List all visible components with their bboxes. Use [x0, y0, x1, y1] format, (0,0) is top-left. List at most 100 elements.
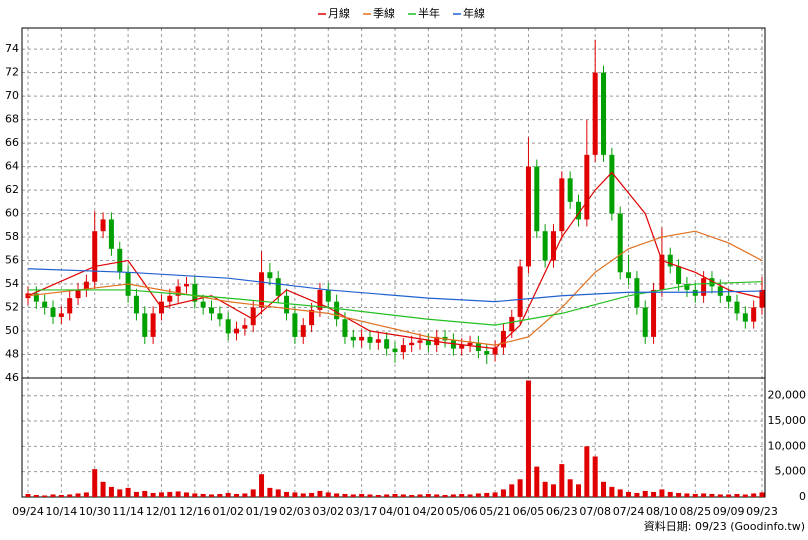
volume-bar	[517, 479, 523, 497]
candle-body	[284, 295, 290, 314]
legend-label: 季線	[373, 6, 395, 20]
x-tick-label: 06/05	[513, 505, 545, 518]
candle-body	[542, 231, 548, 261]
candle-body	[592, 72, 598, 155]
candle-body	[525, 166, 531, 267]
y2-tick-label: 0	[799, 490, 806, 503]
volume-bar	[67, 494, 73, 497]
volume-bar	[367, 494, 373, 497]
volume-bar	[500, 489, 506, 497]
moving-average-line	[28, 281, 763, 326]
volume-bar	[284, 491, 290, 497]
volume-bar	[609, 486, 615, 497]
volume-bar	[158, 492, 164, 497]
volume-bar	[392, 493, 398, 497]
candle-body	[108, 219, 114, 249]
volume-bar	[434, 494, 440, 497]
x-tick-label: 04/01	[379, 505, 411, 518]
candle-body	[42, 301, 48, 308]
candle-body	[576, 201, 581, 220]
volume-bar	[626, 491, 632, 497]
volume-bar	[409, 494, 415, 497]
x-tick-label: 10/14	[46, 505, 78, 518]
volume-bar	[534, 466, 540, 497]
volume-bar	[559, 464, 565, 497]
legend-label: 半年	[418, 6, 440, 20]
y2-tick-label: 10,000	[768, 439, 807, 452]
volume-bar	[676, 492, 682, 497]
volume-bar	[33, 494, 39, 497]
y-tick-label: 62	[5, 183, 19, 196]
y2-tick-label: 5,000	[775, 465, 807, 478]
candle-body	[559, 178, 565, 232]
x-tick-label: 02/03	[279, 505, 311, 518]
volume-bar	[183, 492, 189, 497]
volume-bar	[325, 492, 331, 497]
candle-body	[225, 319, 231, 334]
candle-body	[317, 289, 323, 310]
y-tick-label: 52	[5, 301, 19, 314]
volume-bar	[250, 489, 256, 497]
x-tick-label: 09/23	[746, 505, 778, 518]
x-tick-label: 01/19	[246, 505, 278, 518]
candle-body	[509, 316, 515, 332]
volume-bar	[442, 494, 448, 497]
candle-body	[717, 286, 723, 296]
candle-body	[100, 219, 106, 232]
volume-bar	[684, 493, 690, 497]
moving-average-line	[27, 230, 763, 346]
candle-body	[175, 286, 181, 296]
volume-bar	[542, 481, 548, 497]
volume-bar	[300, 493, 306, 497]
candle-body	[759, 289, 765, 308]
candle-body	[626, 272, 632, 279]
candle-body	[484, 350, 490, 355]
candle-body	[425, 340, 431, 346]
candle-body	[309, 309, 315, 326]
volume-bar	[459, 493, 465, 497]
candle-body	[209, 307, 214, 314]
volume-bar	[234, 493, 240, 497]
x-tick-label: 11/14	[112, 505, 144, 518]
volume-bar	[117, 489, 123, 497]
volume-bar	[92, 469, 98, 497]
candle-body	[142, 313, 148, 337]
candle-body	[384, 339, 390, 349]
candle-body	[375, 339, 381, 343]
x-tick-label: 05/21	[479, 505, 511, 518]
volume-bar	[667, 491, 673, 497]
volume-bar	[175, 491, 181, 497]
x-tick-label: 01/02	[212, 505, 244, 518]
y-tick-label: 58	[5, 230, 19, 243]
candle-body	[701, 278, 707, 296]
candle-body	[58, 313, 64, 317]
volume-bar	[592, 456, 598, 497]
volume-bar	[350, 494, 356, 497]
volume-bar	[342, 493, 348, 497]
volume-bar	[701, 493, 707, 497]
volume-bar	[659, 489, 665, 497]
volume-bar	[601, 481, 607, 497]
volume-bar	[225, 492, 231, 497]
candle-body	[300, 325, 306, 337]
candle-body	[367, 336, 373, 343]
volume-bar	[242, 493, 248, 497]
candle-body	[609, 154, 615, 214]
volume-bar	[525, 380, 531, 497]
x-tick-label: 10/30	[79, 505, 111, 518]
candle-body	[550, 231, 556, 261]
candle-body	[242, 325, 248, 329]
legend-label: 月線	[328, 6, 350, 20]
y-tick-label: 66	[5, 136, 19, 149]
volume-bar	[133, 491, 139, 497]
candle-body	[667, 254, 673, 267]
volume-bar	[709, 493, 715, 497]
volume-bar	[58, 494, 64, 497]
y-tick-label: 50	[5, 324, 19, 337]
x-tick-label: 05/06	[446, 505, 478, 518]
volume-bar	[42, 495, 48, 497]
volume-bar	[375, 494, 381, 497]
x-tick-label: 09/09	[713, 505, 745, 518]
candle-body	[167, 295, 173, 302]
